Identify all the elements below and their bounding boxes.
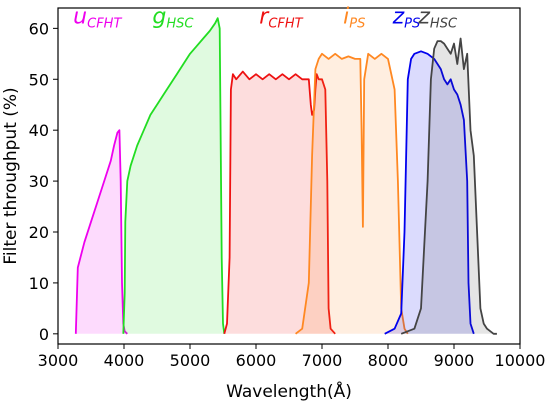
filter-g-line — [122, 17, 226, 334]
band-label-g: gHSC — [152, 4, 194, 31]
filter-i-area — [295, 53, 408, 334]
filter-zhsc-area — [401, 38, 497, 334]
x-tick-label: 8000 — [368, 351, 409, 370]
plot-frame — [57, 7, 521, 345]
band-label-name: u — [73, 4, 87, 29]
filter-zhsc-line — [400, 37, 497, 335]
band-label-u: uCFHT — [73, 4, 122, 31]
y-tick-label: 50 — [29, 70, 49, 89]
band-label-name: z — [417, 4, 430, 29]
x-axis-label: Wavelength(Å) — [226, 380, 352, 402]
band-label-subscript: PS — [404, 16, 420, 31]
x-tick-label: 10000 — [495, 351, 546, 370]
y-tick-label: 30 — [29, 172, 49, 191]
x-tick-label: 4000 — [104, 351, 145, 370]
band-label-name: g — [152, 4, 166, 29]
band-label-name: r — [259, 4, 270, 29]
band-label-i: iPS — [343, 4, 365, 31]
band-label-r: rCFHT — [259, 4, 303, 31]
band-label-subscript: CFHT — [87, 16, 122, 31]
x-axis-ticks: 3000 4000 5000 6000 7000 8000 9000 10000 — [38, 344, 546, 370]
band-label-name: i — [343, 4, 349, 29]
x-tick-label: 6000 — [236, 351, 277, 370]
filter-r-area — [224, 71, 336, 334]
x-tick-label: 7000 — [302, 351, 343, 370]
band-label-name: z — [392, 4, 405, 29]
filter-u-line — [74, 129, 128, 335]
y-tick-label: 20 — [29, 223, 49, 242]
x-tick-label: 3000 — [38, 351, 79, 370]
x-tick-label: 5000 — [170, 351, 211, 370]
band-label-subscript: CFHT — [268, 16, 303, 31]
y-tick-label: 0 — [39, 325, 49, 344]
band-label-zps: zPS — [392, 4, 421, 31]
band-label-subscript: PS — [349, 16, 365, 31]
band-label-subscript: HSC — [166, 16, 194, 31]
filter-u-area — [75, 130, 128, 334]
y-tick-label: 10 — [29, 274, 49, 293]
y-tick-label: 60 — [29, 19, 49, 38]
y-tick-label: 40 — [29, 121, 49, 140]
filter-r-line — [223, 70, 336, 335]
y-axis-label: Filter throughput (%) — [1, 87, 21, 264]
filter-g-area — [123, 18, 225, 334]
filter-zps-line — [384, 50, 475, 335]
filter-i-line — [295, 52, 409, 335]
y-axis-ticks: 0 10 20 30 40 50 60 — [29, 19, 58, 344]
x-tick-label: 9000 — [434, 351, 475, 370]
band-label-zhsc: zHSC — [417, 4, 458, 31]
band-label-subscript: HSC — [430, 16, 458, 31]
series-layer — [74, 17, 497, 335]
